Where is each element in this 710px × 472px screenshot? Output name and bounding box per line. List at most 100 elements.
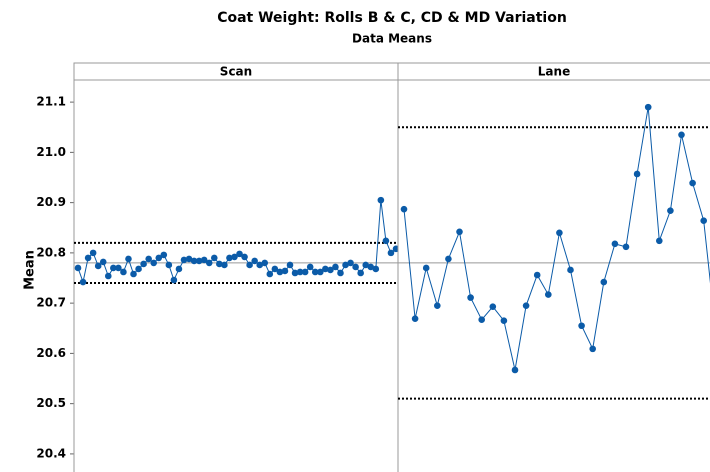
strip [397, 62, 710, 81]
point [286, 261, 294, 269]
point [382, 237, 390, 245]
point [327, 266, 334, 274]
point [296, 268, 304, 276]
point [120, 268, 127, 276]
point [84, 254, 92, 262]
point [400, 205, 408, 213]
point [246, 261, 253, 269]
y-tick-label: 20.6 [36, 346, 66, 360]
point [115, 264, 122, 272]
point [522, 302, 530, 309]
point [104, 272, 112, 280]
y-tick-label: 20.4 [36, 446, 66, 460]
point [332, 263, 339, 271]
point [175, 265, 183, 273]
point [190, 257, 198, 265]
point [689, 179, 696, 187]
point [185, 255, 193, 263]
point [291, 269, 299, 277]
point [478, 316, 486, 324]
point [567, 266, 574, 274]
point [256, 261, 264, 269]
point [387, 249, 395, 257]
point [306, 263, 314, 271]
point [667, 207, 674, 214]
point [342, 261, 349, 269]
point [261, 259, 269, 267]
point [678, 131, 685, 139]
point [545, 291, 552, 298]
point [700, 217, 707, 225]
point [200, 256, 208, 264]
point [611, 240, 619, 248]
point [578, 322, 585, 330]
point [633, 170, 641, 178]
point [165, 261, 173, 269]
point [251, 257, 258, 265]
point [155, 254, 163, 262]
point [372, 265, 380, 273]
point [411, 315, 419, 323]
point [110, 264, 117, 272]
series-line [403, 107, 710, 371]
point [489, 303, 497, 310]
point [160, 251, 168, 259]
y-tick-label: 20.5 [36, 396, 66, 410]
point [656, 237, 663, 245]
point [216, 260, 223, 268]
y-tick-label: 20.9 [36, 195, 66, 209]
point [140, 260, 147, 268]
point [322, 265, 329, 273]
point [94, 262, 102, 270]
y-axis-label: Mean [23, 250, 38, 290]
point [79, 278, 87, 286]
point [556, 229, 563, 237]
point [347, 259, 354, 267]
point [276, 268, 284, 276]
point [316, 268, 324, 276]
point [392, 245, 398, 253]
point [205, 259, 213, 267]
point [135, 265, 142, 273]
point [145, 255, 152, 263]
chart-subtitle: Data Means [352, 32, 432, 46]
y-tick-label: 20.7 [36, 296, 66, 310]
point [422, 264, 430, 272]
point [170, 276, 178, 284]
point [150, 259, 158, 267]
point [434, 302, 441, 309]
y-tick-label: 20.8 [36, 245, 66, 259]
panel-label: Scan [220, 65, 252, 79]
point [221, 261, 228, 269]
point [281, 267, 289, 275]
point [241, 253, 248, 261]
point [266, 270, 274, 278]
point [236, 250, 243, 258]
point [130, 270, 137, 278]
point [311, 268, 319, 276]
point [99, 258, 107, 266]
chart-title: Coat Weight: Rolls B & C, CD & MD Variat… [217, 10, 567, 26]
panel-label: Lane [538, 65, 570, 79]
point [357, 269, 364, 277]
point [74, 264, 82, 272]
point [301, 268, 309, 276]
point [337, 269, 344, 277]
point [445, 255, 452, 263]
point [467, 294, 474, 301]
panel [398, 103, 710, 400]
point [226, 254, 233, 262]
point [367, 263, 375, 271]
point [456, 228, 463, 236]
y-tick-label: 21.0 [36, 145, 66, 159]
point [600, 278, 608, 286]
point [125, 255, 132, 263]
point [271, 265, 279, 273]
point [352, 263, 359, 271]
point [180, 256, 188, 264]
point [89, 249, 97, 257]
point [511, 366, 519, 374]
y-tick-label: 21.1 [36, 95, 66, 109]
point [533, 271, 541, 279]
